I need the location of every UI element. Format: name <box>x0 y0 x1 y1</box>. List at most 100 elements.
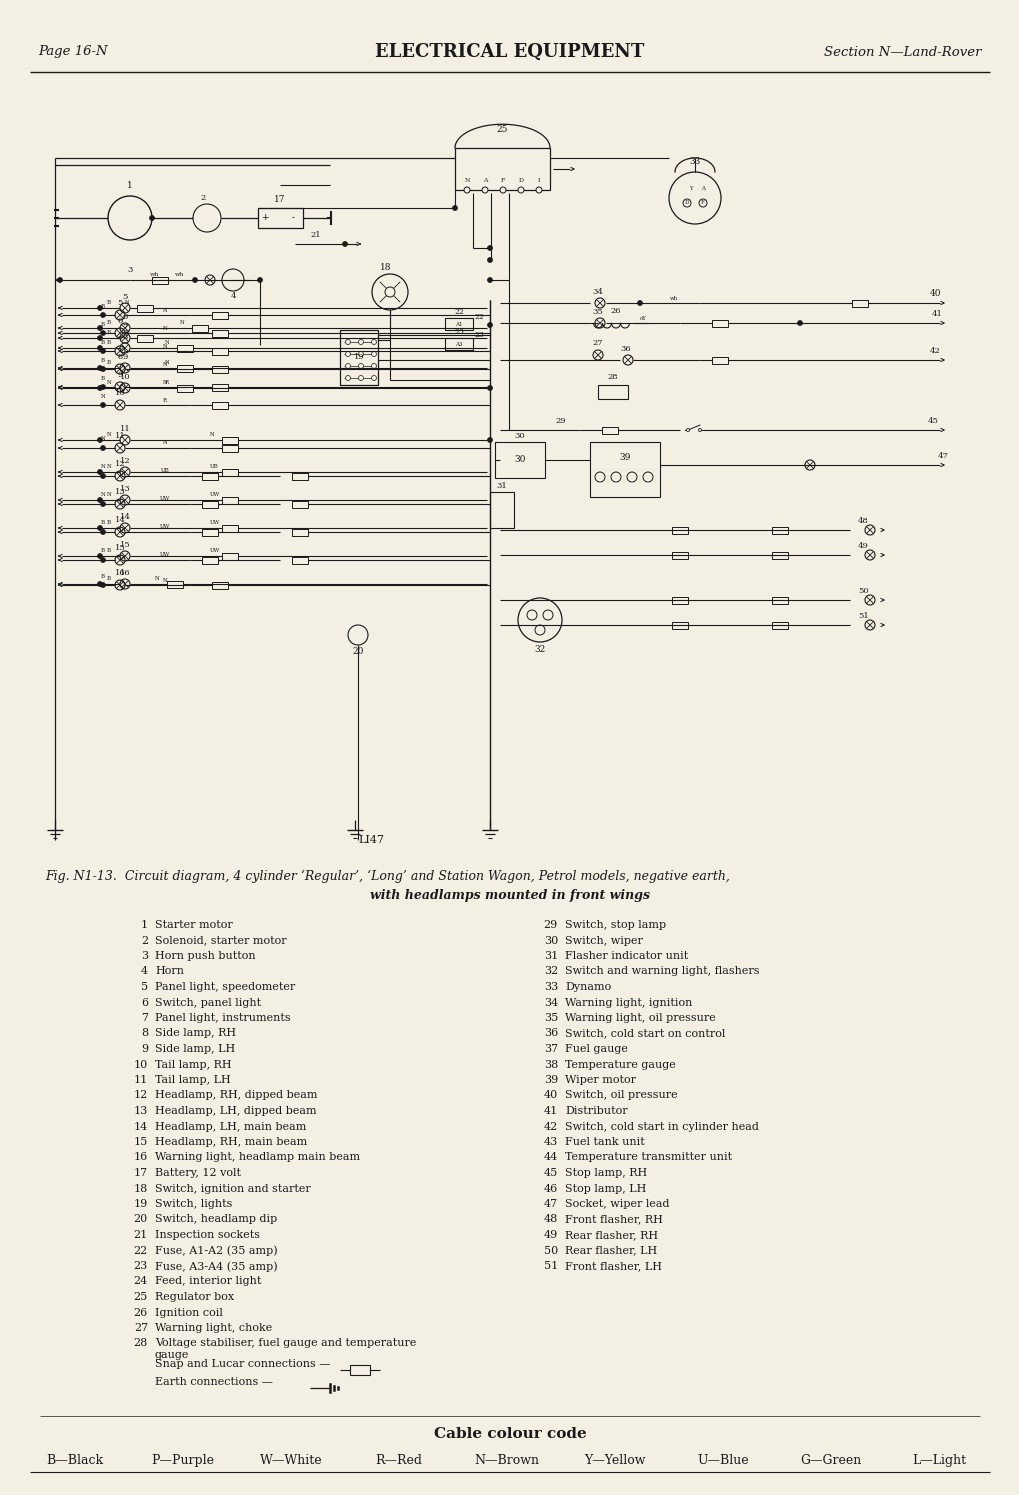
Text: +: + <box>261 214 268 223</box>
Text: 14: 14 <box>119 513 130 520</box>
Bar <box>212 365 228 372</box>
Text: 36: 36 <box>543 1029 557 1039</box>
Text: 22: 22 <box>453 308 464 315</box>
Text: Panel light, instruments: Panel light, instruments <box>155 1014 290 1023</box>
Text: B: B <box>101 339 105 344</box>
Text: UW: UW <box>160 553 170 558</box>
Circle shape <box>527 610 536 620</box>
Text: 8: 8 <box>117 353 122 360</box>
Text: 1: 1 <box>141 919 148 930</box>
Text: N: N <box>155 577 160 582</box>
Bar <box>137 335 153 341</box>
Text: Warning light, oil pressure: Warning light, oil pressure <box>565 1014 715 1023</box>
Text: 29: 29 <box>543 919 557 930</box>
Circle shape <box>101 384 105 390</box>
Bar <box>601 426 618 434</box>
Circle shape <box>342 242 347 247</box>
Text: Horn push button: Horn push button <box>155 951 256 961</box>
Text: 37: 37 <box>543 1044 557 1054</box>
Bar <box>291 529 308 535</box>
Bar <box>771 526 788 534</box>
Text: 47: 47 <box>937 451 948 460</box>
Bar <box>137 305 153 311</box>
Circle shape <box>535 625 544 635</box>
Text: F: F <box>500 178 504 182</box>
Bar <box>212 329 228 336</box>
Text: 6: 6 <box>141 997 148 1008</box>
Text: Side lamp, RH: Side lamp, RH <box>155 1029 235 1039</box>
Text: B: B <box>107 300 111 305</box>
Text: N: N <box>107 381 112 386</box>
Text: B: B <box>107 341 111 345</box>
Text: Fuse, A1-A2 (35 amp): Fuse, A1-A2 (35 amp) <box>155 1245 277 1256</box>
Circle shape <box>371 351 376 356</box>
Text: 23: 23 <box>474 330 483 339</box>
Text: 3: 3 <box>127 266 132 274</box>
Text: 35: 35 <box>543 1014 557 1023</box>
Text: 35: 35 <box>592 308 603 315</box>
Circle shape <box>686 429 689 432</box>
Text: Distributor: Distributor <box>565 1106 627 1115</box>
Text: Battery, 12 volt: Battery, 12 volt <box>155 1168 240 1178</box>
Text: N: N <box>162 577 167 583</box>
Text: Rear flasher, LH: Rear flasher, LH <box>565 1245 656 1256</box>
Text: 44: 44 <box>543 1153 557 1163</box>
Text: Cable colour code: Cable colour code <box>433 1428 586 1441</box>
Bar <box>672 622 688 628</box>
Text: 45: 45 <box>927 417 937 425</box>
Text: W—White: W—White <box>260 1455 322 1467</box>
Bar <box>222 496 237 504</box>
Text: 47: 47 <box>543 1199 557 1209</box>
Text: Voltage stabiliser, fuel gauge and temperature
gauge: Voltage stabiliser, fuel gauge and tempe… <box>155 1338 416 1360</box>
Text: 15: 15 <box>114 544 125 552</box>
Text: 6: 6 <box>117 317 122 324</box>
Text: Switch, cold start on control: Switch, cold start on control <box>565 1029 725 1039</box>
Circle shape <box>482 187 487 193</box>
Text: 13: 13 <box>114 487 125 496</box>
Text: N: N <box>179 320 184 326</box>
Circle shape <box>98 365 102 371</box>
Circle shape <box>101 366 105 371</box>
Text: A: A <box>482 178 487 182</box>
Text: Side lamp, LH: Side lamp, LH <box>155 1044 235 1054</box>
Text: B: B <box>101 549 105 553</box>
Text: N: N <box>162 344 167 348</box>
Text: N: N <box>162 441 167 446</box>
Text: Switch, lights: Switch, lights <box>155 1199 232 1209</box>
Text: 26: 26 <box>610 306 621 315</box>
Bar <box>222 553 237 559</box>
Text: 2: 2 <box>200 194 206 202</box>
Bar <box>152 277 168 284</box>
Text: 25: 25 <box>133 1292 148 1302</box>
Bar <box>212 311 228 318</box>
Text: Headlamp, RH, dipped beam: Headlamp, RH, dipped beam <box>155 1090 317 1100</box>
Text: 19: 19 <box>354 353 364 360</box>
Text: Rear flasher, RH: Rear flasher, RH <box>565 1230 657 1239</box>
Circle shape <box>101 583 105 588</box>
Text: UW: UW <box>160 496 170 501</box>
Text: A: A <box>700 185 704 190</box>
Text: B: B <box>101 574 105 579</box>
Circle shape <box>98 326 102 330</box>
Text: Solenoid, starter motor: Solenoid, starter motor <box>155 936 286 945</box>
Text: 9: 9 <box>117 371 122 380</box>
Bar <box>350 1365 370 1375</box>
Bar <box>291 501 308 507</box>
Circle shape <box>487 438 492 443</box>
Text: 10: 10 <box>114 389 125 398</box>
Text: N: N <box>165 360 169 365</box>
Text: Warning light, headlamp main beam: Warning light, headlamp main beam <box>155 1153 360 1163</box>
Text: 12: 12 <box>114 460 125 468</box>
Text: 27: 27 <box>592 339 602 347</box>
Text: Wiper motor: Wiper motor <box>565 1075 636 1085</box>
Text: Headlamp, LH, main beam: Headlamp, LH, main beam <box>155 1121 306 1132</box>
Circle shape <box>487 245 492 251</box>
Text: 34: 34 <box>592 289 603 296</box>
Text: Flasher indicator unit: Flasher indicator unit <box>565 951 688 961</box>
Text: UW: UW <box>210 492 220 498</box>
Text: UB: UB <box>210 465 218 469</box>
Circle shape <box>358 351 363 356</box>
Circle shape <box>371 363 376 368</box>
Text: 11: 11 <box>119 425 130 434</box>
Text: A3: A3 <box>454 341 463 347</box>
